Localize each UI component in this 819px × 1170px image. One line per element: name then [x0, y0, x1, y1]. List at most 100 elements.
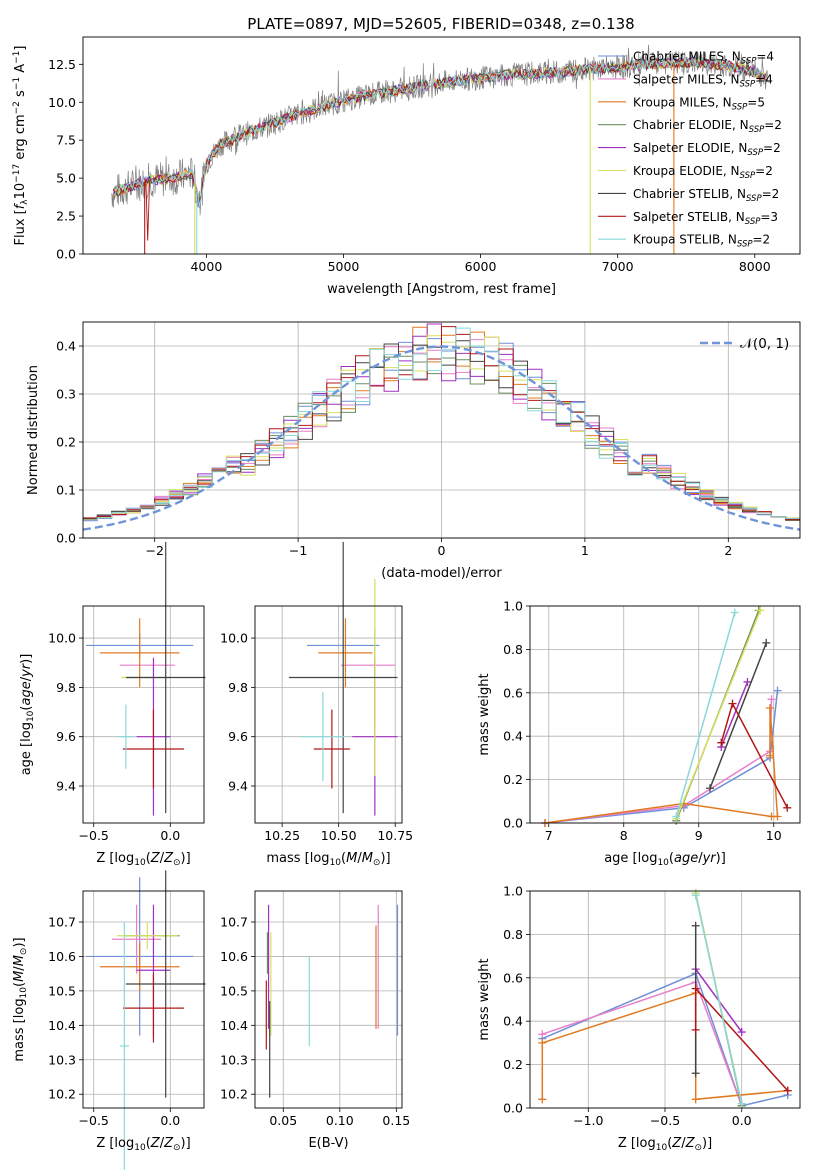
y-axis-label: age [log10(age/yr)]: [19, 654, 36, 776]
y-tick-label: 5.0: [56, 171, 76, 186]
y-tick-label: 10.6: [48, 949, 76, 964]
series-kroupa_stelib: [672, 608, 739, 821]
x-tick-label: 5000: [328, 259, 360, 274]
age-vs-mass-axes: 10.25 10.50 10.75 9.4 9.6 9.8 10.0: [220, 606, 413, 843]
point-marker: [766, 703, 774, 712]
model-line-kroupa_stelib: [113, 57, 766, 207]
errorbar-chabrier_stelib: [125, 870, 206, 1098]
x-tick-label: 7000: [602, 259, 634, 274]
plot-frame: [254, 890, 403, 1109]
x-tick-label: 10: [766, 828, 782, 843]
x-tick-label: 10.75: [377, 828, 413, 843]
series-kroupa_stelib: [691, 891, 746, 1108]
legend-entry: Chabrier MILES, NSSP=4: [633, 50, 774, 67]
x-tick-label: 9: [695, 828, 703, 843]
y-axis-label: mass weight: [477, 673, 492, 755]
legend-entry: Kroupa ELODIE, NSSP=2: [633, 164, 773, 181]
x-tick-label: −0.5: [79, 828, 109, 843]
y-axis-label: Normed distribution: [26, 365, 41, 495]
y-tick-label: 7.5: [56, 133, 76, 148]
x-tick-label: −1: [289, 543, 307, 558]
plot-frame: [82, 36, 801, 255]
series-salpeter_miles: [538, 978, 746, 1110]
point-marker: [691, 1069, 700, 1078]
y-tick-label: 10.5: [220, 983, 248, 998]
y-axis-label: mass [log10(M/M⊙)]: [12, 937, 29, 1061]
x-tick-label: 0.05: [269, 1113, 297, 1128]
y-tick-label: 0.0: [56, 247, 76, 262]
point-marker: [743, 677, 752, 686]
y-tick-label: 10.2: [220, 1087, 248, 1102]
x-tick-label: 6000: [465, 259, 497, 274]
x-tick-label: 0.15: [382, 1113, 410, 1128]
point-marker: [773, 686, 782, 695]
series-line: [675, 610, 761, 819]
y-tick-label: 0.8: [503, 642, 523, 657]
y-tick-label: 0.8: [503, 927, 523, 942]
y-axis-label: mass weight: [477, 958, 492, 1040]
x-tick-label: 8000: [739, 259, 771, 274]
x-tick-label: 10.50: [321, 828, 357, 843]
y-tick-label: 1.0: [503, 599, 523, 614]
errorbar-salpeter_stelib: [313, 709, 350, 789]
y-tick-label: 0.6: [503, 685, 523, 700]
series-line: [720, 681, 749, 748]
errorbar-kroupa_stelib: [300, 692, 346, 782]
x-tick-label: −0.5: [79, 1113, 109, 1128]
point-marker: [737, 1028, 746, 1037]
point-marker: [728, 699, 737, 708]
point-marker: [538, 1038, 547, 1047]
errorbar-kroupa_elodie: [116, 922, 178, 950]
errorbar-chabrier_stelib: [288, 541, 398, 814]
point-marker: [783, 803, 792, 812]
legend-entry: Salpeter ELODIE, NSSP=2: [633, 141, 781, 158]
point-marker: [538, 1030, 547, 1039]
age-vs-Z-axes: −0.5 0.0 9.4 9.6 9.8 10.0: [48, 606, 204, 843]
y-tick-label: 9.8: [56, 680, 76, 695]
errorbar-chabrier_stelib: [125, 541, 206, 814]
y-tick-label: 0.3: [56, 387, 76, 402]
x-tick-label: −2: [145, 543, 163, 558]
legend-entry: Kroupa MILES, NSSP=5: [633, 95, 765, 112]
legend-normal-label: 𝒩(0, 1): [740, 336, 789, 352]
y-tick-label: 0.2: [56, 435, 76, 450]
plot-frame: [529, 605, 801, 824]
histogram-kroupa_stelib: [83, 327, 800, 521]
y-tick-label: 0.4: [503, 1014, 523, 1029]
legend-entry: Chabrier STELIB, NSSP=2: [633, 187, 779, 204]
y-axis-label: Flux [fλ10−17 erg cm−2 s−1 A−1]: [12, 46, 30, 246]
plot-frame: [529, 890, 801, 1109]
point-marker: [706, 784, 714, 793]
errorbar-kroupa_stelib: [119, 922, 129, 1170]
y-tick-label: 1.0: [503, 884, 523, 899]
point-marker: [691, 1095, 700, 1104]
series-salpeter_stelib: [717, 699, 792, 812]
point-marker: [538, 1095, 547, 1104]
y-tick-label: 0.1: [56, 483, 76, 498]
point-marker: [717, 738, 726, 747]
errorbar-kroupa_miles: [318, 618, 373, 688]
plot-frame: [82, 890, 205, 1109]
normal-curve: [82, 345, 801, 531]
series-line: [544, 690, 779, 824]
point-marker: [773, 812, 782, 821]
y-tick-label: 10.7: [220, 915, 248, 930]
x-axis-label: Z [log10(Z/Z⊙)]: [618, 1136, 712, 1153]
point-marker: [766, 751, 774, 760]
plot-frame: [254, 605, 403, 824]
y-tick-label: 10.7: [48, 915, 76, 930]
y-tick-label: 10.0: [220, 631, 248, 646]
y-tick-label: 9.4: [56, 779, 76, 794]
x-tick-label: 10.25: [264, 828, 300, 843]
y-tick-label: 9.8: [228, 680, 248, 695]
y-tick-label: 10.4: [48, 1018, 76, 1033]
y-tick-label: 12.5: [48, 57, 76, 72]
x-tick-label: 2: [724, 543, 732, 558]
point-marker: [691, 921, 700, 930]
y-tick-label: 2.5: [56, 209, 76, 224]
series-salpeter_elodie: [717, 677, 752, 752]
plot-frame: [82, 321, 801, 539]
y-tick-label: 10.5: [48, 983, 76, 998]
y-tick-label: 10.0: [48, 631, 76, 646]
